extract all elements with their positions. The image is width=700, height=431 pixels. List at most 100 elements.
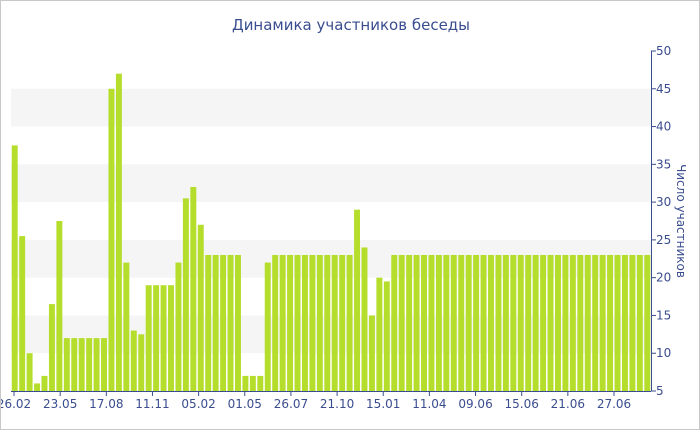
- y-axis-label: Число участников: [674, 164, 688, 278]
- bar: [562, 255, 569, 391]
- grid-band: [11, 164, 651, 203]
- bar: [435, 255, 442, 391]
- bar: [145, 285, 152, 391]
- bar: [540, 255, 547, 391]
- bar: [495, 255, 502, 391]
- bar: [182, 198, 189, 391]
- x-tick-labels: 26.02 23.05 17.08 11.11 05.02 01.05 26.07 21.10…: [1, 397, 631, 411]
- bar: [56, 221, 63, 391]
- bar: [517, 255, 524, 391]
- bar: [339, 255, 346, 391]
- bar: [621, 255, 628, 391]
- y-tick-label: 25: [656, 233, 671, 247]
- bar: [592, 255, 599, 391]
- bar: [197, 224, 204, 391]
- bar: [168, 285, 174, 391]
- bar: [629, 255, 636, 391]
- x-tick-label: 09.06: [458, 397, 492, 411]
- y-tick-label: 40: [656, 120, 671, 134]
- bar: [11, 145, 18, 391]
- x-tick-label: 17.08: [89, 397, 123, 411]
- bar: [287, 255, 294, 391]
- bar: [249, 375, 256, 391]
- bar: [301, 255, 308, 391]
- bar: [383, 281, 390, 391]
- bar: [242, 375, 249, 391]
- bar: [413, 255, 420, 391]
- bar: [175, 262, 182, 391]
- bar: [368, 315, 375, 391]
- bar: [465, 255, 472, 391]
- bar: [153, 285, 160, 391]
- x-tick-label: 05.02: [181, 397, 215, 411]
- x-tick-label: 21.06: [551, 397, 585, 411]
- bars: [11, 73, 651, 392]
- bar: [406, 255, 413, 391]
- bar: [502, 255, 509, 391]
- bar: [63, 338, 70, 391]
- bar: [86, 338, 93, 391]
- bar: [584, 255, 591, 391]
- bar: [354, 209, 361, 391]
- y-tick-label: 50: [656, 44, 671, 58]
- bar: [26, 353, 33, 391]
- bar: [636, 255, 643, 391]
- x-tick-label: 01.05: [228, 397, 262, 411]
- grid-band: [11, 88, 651, 127]
- x-tick-label: 15.01: [366, 397, 400, 411]
- x-tick-label: 21.10: [320, 397, 354, 411]
- bar: [19, 236, 26, 391]
- bar: [115, 73, 122, 392]
- bar: [309, 255, 316, 391]
- bar: [220, 255, 227, 391]
- bar: [138, 334, 145, 391]
- bar: [525, 255, 532, 391]
- bar: [257, 375, 264, 391]
- y-tick-label: 5: [656, 384, 664, 398]
- bar: [294, 255, 301, 391]
- y-tick-label: 10: [656, 346, 671, 360]
- bar: [599, 255, 606, 391]
- bar: [279, 255, 286, 391]
- y-tick-label: 20: [656, 271, 671, 285]
- bar: [391, 255, 398, 391]
- y-tick-label: 35: [656, 157, 671, 171]
- bar: [227, 255, 234, 391]
- bar: [376, 277, 383, 391]
- bar: [607, 255, 614, 391]
- bar: [78, 338, 85, 391]
- x-tick-label: 23.05: [43, 397, 77, 411]
- y-tick-label: 15: [656, 308, 671, 322]
- bar: [428, 255, 435, 391]
- x-tick-label: 11.04: [412, 397, 446, 411]
- bar: [48, 304, 55, 391]
- bar: [160, 285, 167, 391]
- x-tick-label: 15.06: [505, 397, 539, 411]
- bar: [123, 262, 130, 391]
- bar: [421, 255, 427, 391]
- bar: [272, 255, 279, 391]
- y-tick-label: 30: [656, 195, 671, 209]
- bar: [101, 338, 107, 391]
- bar: [346, 255, 353, 391]
- bar: [190, 187, 197, 391]
- bar: [480, 255, 487, 391]
- x-tick-label: 26.02: [1, 397, 31, 411]
- bar: [555, 255, 561, 391]
- bar: [569, 255, 576, 391]
- bar: [331, 255, 338, 391]
- bar: [614, 255, 621, 391]
- chart-title: Динамика участников беседы: [232, 16, 470, 34]
- bar: [93, 338, 100, 391]
- bar: [398, 255, 405, 391]
- bar: [205, 255, 212, 391]
- bar: [212, 255, 219, 391]
- bar: [473, 255, 480, 391]
- bar: [547, 255, 554, 391]
- bar: [108, 88, 115, 391]
- bar: [34, 383, 41, 391]
- y-tick-labels: 5 10 15 20 25 30 35 40 45 50: [656, 44, 671, 398]
- x-tick-label: 11.11: [135, 397, 169, 411]
